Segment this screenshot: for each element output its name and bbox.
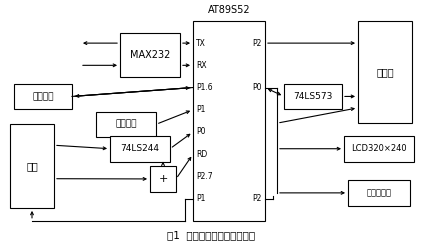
Text: 74LS244: 74LS244 [121, 144, 159, 153]
Text: 语音电路: 语音电路 [32, 92, 54, 101]
Text: 键盘: 键盘 [26, 161, 38, 171]
Text: P1: P1 [196, 194, 206, 203]
Bar [10, 124, 54, 208]
Bar [193, 21, 265, 221]
Text: +: + [158, 174, 168, 184]
Text: P1: P1 [196, 105, 206, 114]
Text: P1.6: P1.6 [196, 83, 213, 92]
Text: RD: RD [196, 150, 207, 159]
Text: TX: TX [196, 39, 206, 48]
Bar [96, 112, 156, 137]
Text: 微型打印机: 微型打印机 [366, 188, 392, 197]
Bar [284, 84, 342, 109]
Bar [110, 136, 170, 162]
Bar [150, 166, 176, 192]
Text: P0: P0 [196, 127, 206, 136]
Text: RX: RX [196, 61, 206, 70]
Text: 汉字库: 汉字库 [376, 67, 394, 77]
Text: P2.7: P2.7 [196, 172, 213, 181]
Text: LCD320×240: LCD320×240 [351, 144, 407, 153]
Text: 时钟芯片: 时钟芯片 [115, 120, 137, 129]
Bar [358, 21, 412, 123]
Bar [14, 84, 72, 109]
Text: 74LS573: 74LS573 [293, 92, 332, 101]
Text: AT89S52: AT89S52 [208, 5, 250, 15]
Text: P2: P2 [253, 39, 262, 48]
Text: P0: P0 [253, 83, 262, 92]
Bar [344, 136, 414, 162]
Bar [120, 32, 180, 77]
Bar [348, 180, 410, 206]
Text: MAX232: MAX232 [130, 50, 170, 60]
Text: 图1  上位机系统硬件组成简图: 图1 上位机系统硬件组成简图 [167, 231, 255, 241]
Text: P2: P2 [253, 194, 262, 203]
